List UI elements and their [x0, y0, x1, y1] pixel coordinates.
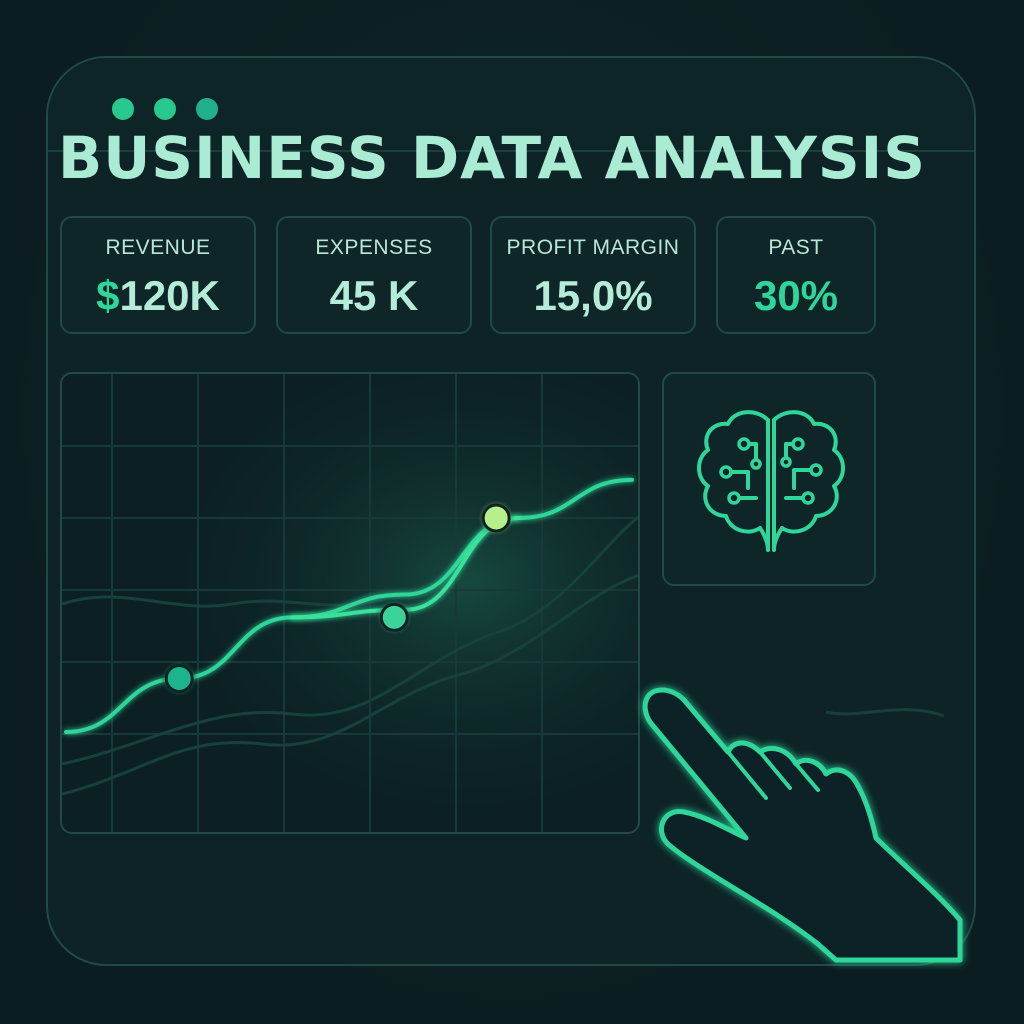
- chart-points: [164, 503, 511, 693]
- series-line-2: [290, 516, 521, 620]
- chart-series: [64, 477, 634, 734]
- kpi-value: 30%: [753, 272, 839, 319]
- kpi-label: REVENUE: [105, 236, 211, 259]
- window-control-dot-1[interactable]: [112, 98, 134, 120]
- series-line-1: [64, 477, 634, 734]
- brain-circuit-icon: [697, 410, 845, 552]
- background-wave: [62, 595, 383, 608]
- kpi-value: $120K: [62, 272, 254, 320]
- currency-symbol: $: [96, 272, 120, 319]
- data-point-3: [481, 503, 511, 533]
- data-point-2: [379, 602, 409, 632]
- kpi-card-expenses[interactable]: EXPENSES 45 K: [276, 216, 472, 334]
- kpi-value-number: 120K: [119, 272, 220, 319]
- data-point-1: [164, 663, 194, 693]
- kpi-label: PROFIT MARGIN: [506, 236, 680, 259]
- title-bar: [48, 58, 974, 152]
- kpi-card-past[interactable]: PAST 30%: [716, 216, 876, 334]
- kpi-card-revenue[interactable]: REVENUE $120K: [60, 216, 256, 334]
- kpi-label: EXPENSES: [315, 236, 433, 259]
- line-chart: [62, 374, 638, 832]
- background-wave: [62, 515, 638, 766]
- window-control-dot-3[interactable]: [196, 98, 218, 120]
- ai-insight-panel[interactable]: [662, 372, 876, 586]
- kpi-value: 15,0%: [533, 272, 653, 319]
- page-title: BUSINESS DATA ANALYSIS: [58, 124, 926, 192]
- background-wave: [62, 573, 638, 796]
- chart-grid: [62, 374, 638, 832]
- line-chart-panel[interactable]: [60, 372, 640, 834]
- window-control-dot-2[interactable]: [154, 98, 176, 120]
- chart-background-waves: [62, 515, 638, 796]
- kpi-label: PAST: [768, 236, 824, 259]
- kpi-card-profit-margin[interactable]: PROFIT MARGIN 15,0%: [490, 216, 696, 334]
- kpi-value: 45 K: [329, 272, 419, 319]
